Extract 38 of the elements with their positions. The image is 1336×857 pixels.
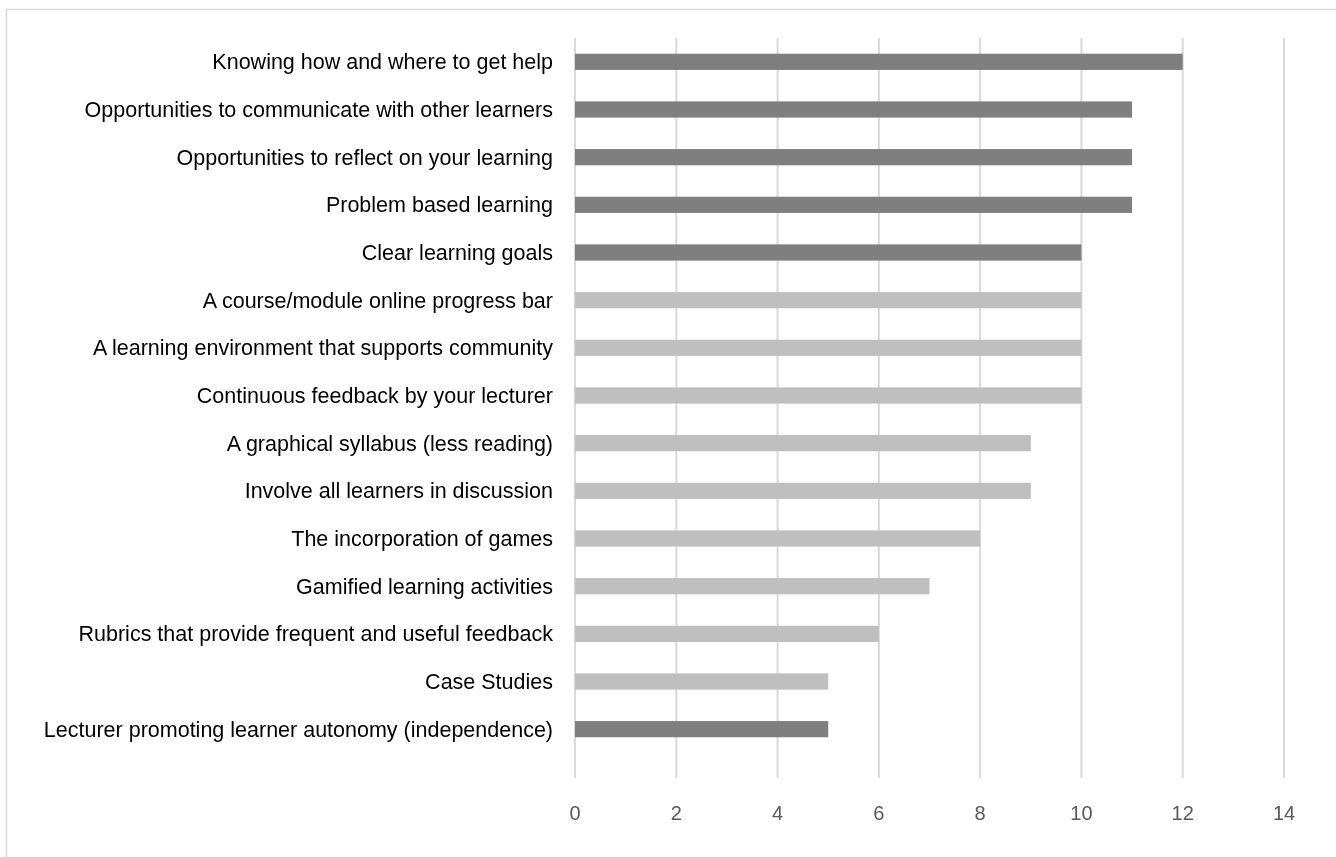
x-tick-label: 12 xyxy=(1171,802,1194,824)
bar xyxy=(575,53,1183,70)
bar xyxy=(575,530,981,547)
y-tick-label: Lecturer promoting learner autonomy (independence) xyxy=(43,717,553,742)
x-tick-label: 14 xyxy=(1272,802,1296,824)
y-tick-label: Opportunities to communicate with other learners xyxy=(84,98,553,123)
y-tick-label: Problem based learning xyxy=(325,193,553,218)
y-tick-label: Rubrics that provide frequent and useful feedback xyxy=(78,622,554,647)
y-tick-label: The incorporation of games xyxy=(291,527,553,552)
y-tick-label: Gamified learning activities xyxy=(296,574,553,599)
bar xyxy=(575,387,1082,404)
x-tick-label: 2 xyxy=(670,802,682,824)
bar xyxy=(575,292,1082,309)
y-tick-label: Clear learning goals xyxy=(361,241,553,266)
y-tick-label: A course/module online progress bar xyxy=(202,288,553,313)
x-tick-label: 8 xyxy=(974,802,986,824)
bar xyxy=(575,482,1031,499)
y-tick-label: Continuous feedback by your lecturer xyxy=(196,384,553,409)
y-tick-label: A graphical syllabus (less reading) xyxy=(226,431,553,456)
bar xyxy=(575,673,829,690)
x-tick-label: 4 xyxy=(772,802,784,824)
bar xyxy=(575,339,1082,356)
y-tick-label: Opportunities to reflect on your learning xyxy=(176,145,553,170)
y-tick-label: A learning environment that supports community xyxy=(92,336,554,361)
bar xyxy=(575,149,1133,166)
bar xyxy=(575,625,879,642)
x-tick-label: 10 xyxy=(1070,802,1093,824)
bar xyxy=(575,244,1082,261)
y-tick-label: Case Studies xyxy=(425,670,553,695)
bar xyxy=(575,578,930,595)
bar xyxy=(575,435,1031,452)
y-tick-label: Involve all learners in discussion xyxy=(244,479,553,504)
bar xyxy=(575,196,1133,213)
bar xyxy=(575,721,829,738)
bar xyxy=(575,101,1133,118)
y-tick-label: Knowing how and where to get help xyxy=(212,50,554,75)
x-tick-label: 0 xyxy=(569,802,581,824)
x-tick-label: 6 xyxy=(873,802,885,824)
